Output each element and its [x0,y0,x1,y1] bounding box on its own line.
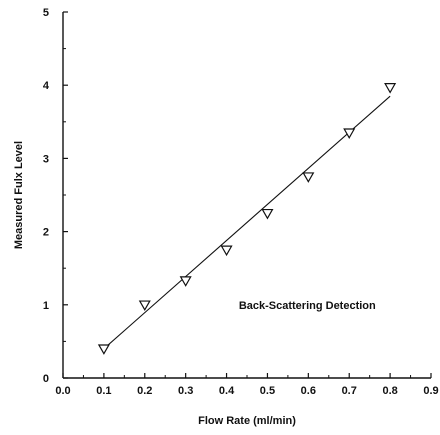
data-point [220,245,233,257]
x-tick-label: 0.0 [55,385,70,397]
x-tick-label: 0.5 [260,385,275,397]
y-tick-label: 2 [43,227,49,239]
x-tick-label: 0.6 [301,385,316,397]
y-tick-label: 3 [43,153,49,165]
x-axis-title: Flow Rate (ml/min) [198,415,296,427]
labels-layer: Flow Rate (ml/min) Measured Fulx Level B… [13,141,376,427]
data-point [343,128,356,139]
x-tick-label: 0.1 [96,385,111,397]
data-point [179,276,192,287]
y-tick-label: 5 [43,7,49,19]
y-axis-title: Measured Fulx Level [13,141,25,249]
ticks-layer: 0.0 0.1 0.2 0.3 0.4 0.5 0.6 0.7 0.8 0.9 0 1 2 3 4 5 [43,7,439,397]
x-tick-label: 0.4 [219,385,235,397]
x-tick-label: 0.8 [382,385,397,397]
y-tick-label: 0 [43,373,49,385]
points-layer [97,83,397,355]
annotation-back-scattering-detection: Back-Scattering Detection [239,300,376,312]
y-tick-label: 4 [43,80,50,92]
linear-fit-line [103,95,391,350]
fit-layer [103,95,391,350]
x-tick-label: 0.7 [342,385,357,397]
axes-layer [62,12,431,379]
data-point [384,83,397,94]
data-point [261,208,274,220]
data-point [97,344,110,355]
data-point [302,172,315,183]
y-tick-label: 1 [43,300,49,312]
x-tick-label: 0.2 [137,385,152,397]
data-point [138,300,151,312]
x-tick-label: 0.9 [423,385,438,397]
x-tick-label: 0.3 [178,385,193,397]
